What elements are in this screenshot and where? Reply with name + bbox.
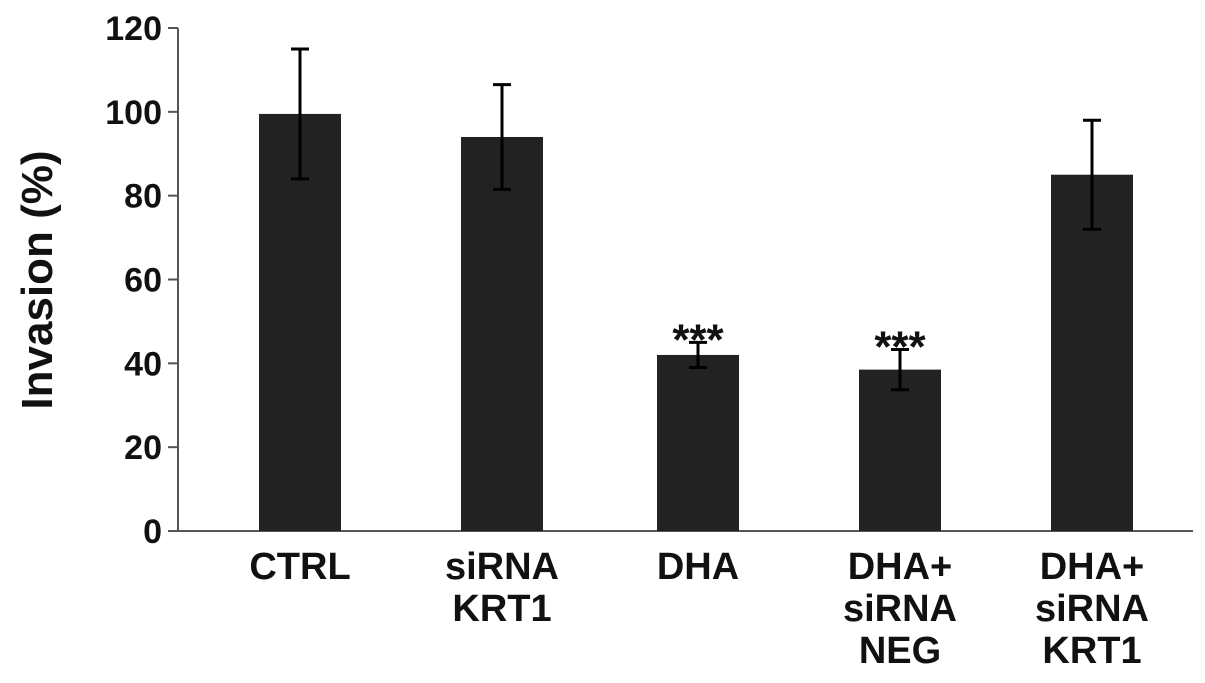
y-tick-label: 60 <box>124 262 162 300</box>
significance-marker: *** <box>874 323 926 372</box>
x-category-label: DHA+ <box>1040 546 1145 588</box>
x-category-label: KRT1 <box>452 588 551 630</box>
bar <box>859 369 941 531</box>
x-category-label: siRNA <box>843 588 957 630</box>
y-axis-title: Invasion (%) <box>13 150 62 409</box>
x-category-label: siRNA <box>1035 588 1149 630</box>
y-tick-label: 80 <box>124 178 162 216</box>
x-category-label: KRT1 <box>1042 630 1141 672</box>
x-category-label: siRNA <box>445 546 559 588</box>
y-tick-label: 100 <box>105 94 162 132</box>
x-category-label: DHA+ <box>848 546 953 588</box>
y-tick-label: 120 <box>105 10 162 48</box>
y-axis-title-group: Invasion (%) <box>13 150 62 409</box>
bar <box>461 136 543 531</box>
y-tick-label: 0 <box>143 513 162 551</box>
bar <box>657 354 739 531</box>
x-category-label: DHA <box>657 546 739 588</box>
significance-marker: *** <box>672 315 724 364</box>
x-category-label: NEG <box>859 630 941 672</box>
y-tick-label: 40 <box>124 345 162 383</box>
x-category-label: CTRL <box>249 546 350 588</box>
bar <box>259 113 341 531</box>
y-tick-label: 20 <box>124 429 162 467</box>
bar <box>1051 174 1133 532</box>
